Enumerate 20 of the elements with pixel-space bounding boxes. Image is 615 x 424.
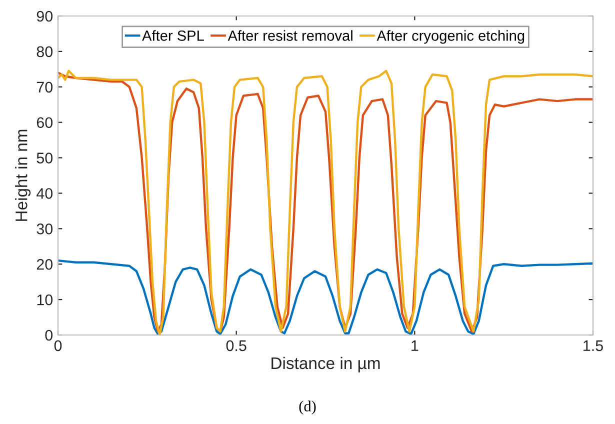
- x-axis-title: Distance in µm: [272, 356, 380, 372]
- x-tick-label: 1.5: [584, 340, 603, 352]
- x-tick-label: 0.5: [226, 340, 246, 352]
- y-tick-label: 0: [45, 330, 53, 341]
- x-tick-label: 0: [54, 340, 62, 352]
- y-tick-label: 30: [36, 224, 53, 234]
- legend-label: After cryogenic etching: [376, 30, 524, 44]
- y-tick-label: 80: [36, 46, 53, 58]
- y-tick-label: 70: [36, 82, 53, 93]
- legend-label: After SPL: [142, 30, 204, 41]
- y-tick-label: 10: [37, 294, 53, 306]
- x-tick-label: 1: [412, 340, 418, 351]
- y-tick-label: 50: [36, 152, 53, 164]
- y-tick-label: 60: [36, 117, 53, 128]
- y-tick-label: 90: [36, 10, 53, 22]
- y-axis-title: Height in nm: [15, 130, 31, 221]
- legend-label: After resist removal: [228, 30, 352, 41]
- text: (d): [299, 400, 316, 415]
- y-tick-label: 20: [36, 258, 53, 270]
- y-tick-label: 40: [36, 188, 53, 199]
